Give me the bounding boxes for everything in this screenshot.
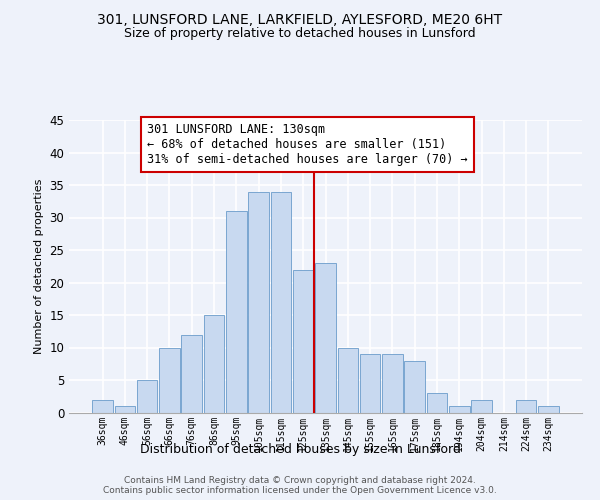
Bar [360, 354, 380, 412]
Bar [159, 348, 180, 412]
Bar [538, 406, 559, 412]
Bar [427, 393, 447, 412]
Bar [338, 348, 358, 412]
Bar [115, 406, 135, 412]
Bar [137, 380, 157, 412]
Bar [404, 360, 425, 412]
Bar [204, 315, 224, 412]
Bar [382, 354, 403, 412]
Bar [92, 400, 113, 412]
Bar [181, 334, 202, 412]
Text: 301 LUNSFORD LANE: 130sqm
← 68% of detached houses are smaller (151)
31% of semi: 301 LUNSFORD LANE: 130sqm ← 68% of detac… [147, 123, 468, 166]
Bar [248, 192, 269, 412]
Bar [293, 270, 313, 412]
Text: Distribution of detached houses by size in Lunsford: Distribution of detached houses by size … [140, 442, 460, 456]
Bar [471, 400, 492, 412]
Text: Contains HM Land Registry data © Crown copyright and database right 2024.
Contai: Contains HM Land Registry data © Crown c… [103, 476, 497, 496]
Bar [516, 400, 536, 412]
Text: 301, LUNSFORD LANE, LARKFIELD, AYLESFORD, ME20 6HT: 301, LUNSFORD LANE, LARKFIELD, AYLESFORD… [97, 12, 503, 26]
Bar [315, 263, 336, 412]
Bar [271, 192, 291, 412]
Y-axis label: Number of detached properties: Number of detached properties [34, 178, 44, 354]
Text: Size of property relative to detached houses in Lunsford: Size of property relative to detached ho… [124, 28, 476, 40]
Bar [449, 406, 470, 412]
Bar [226, 211, 247, 412]
